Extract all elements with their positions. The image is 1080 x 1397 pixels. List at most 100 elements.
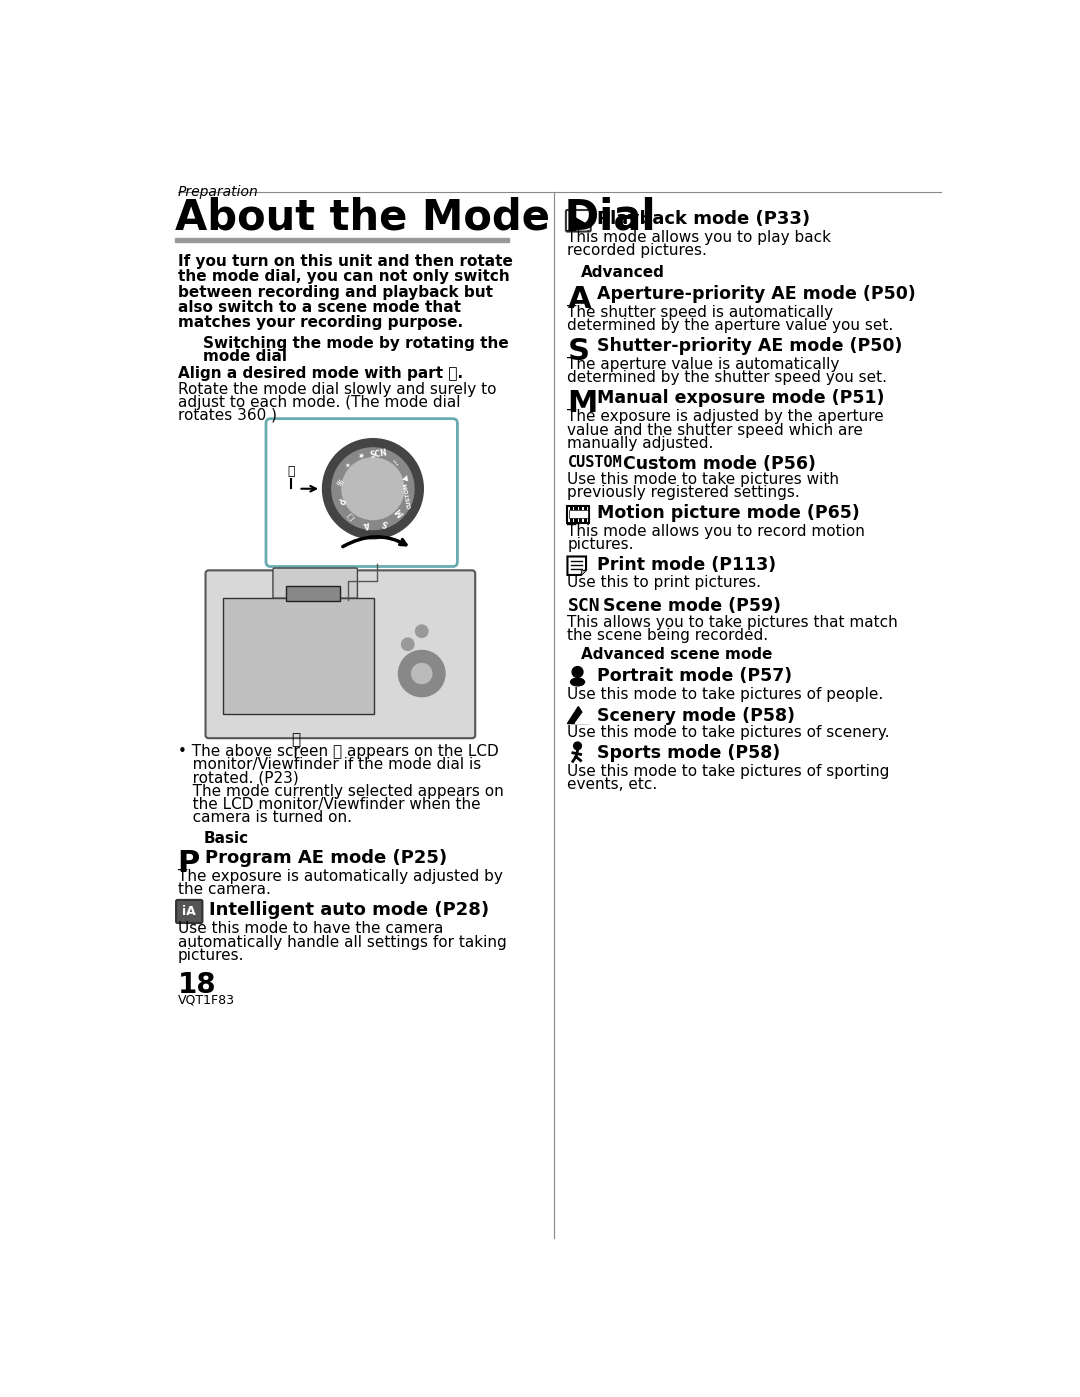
FancyBboxPatch shape <box>266 419 458 567</box>
Text: SCN: SCN <box>369 448 389 460</box>
Circle shape <box>342 458 404 520</box>
Text: automatically handle all settings for taking: automatically handle all settings for ta… <box>177 935 507 950</box>
Text: the camera.: the camera. <box>177 882 270 897</box>
Ellipse shape <box>570 678 584 686</box>
Text: Preparation: Preparation <box>177 184 258 198</box>
Circle shape <box>399 651 445 697</box>
Text: This mode allows you to play back: This mode allows you to play back <box>567 231 832 244</box>
Text: determined by the aperture value you set.: determined by the aperture value you set… <box>567 317 894 332</box>
Text: Use this mode to have the camera: Use this mode to have the camera <box>177 922 443 936</box>
Text: M: M <box>394 506 406 517</box>
Polygon shape <box>581 570 586 576</box>
Circle shape <box>411 664 432 683</box>
Text: Playback mode (P33): Playback mode (P33) <box>597 210 810 228</box>
Text: recorded pictures.: recorded pictures. <box>567 243 707 258</box>
Text: The exposure is automatically adjusted by: The exposure is automatically adjusted b… <box>177 869 502 884</box>
Text: pictures.: pictures. <box>567 538 634 552</box>
Text: Use this mode to take pictures with: Use this mode to take pictures with <box>567 472 839 486</box>
Text: Rotate the mode dial slowly and surely to: Rotate the mode dial slowly and surely t… <box>177 381 496 397</box>
Text: the mode dial, you can not only switch: the mode dial, you can not only switch <box>177 270 510 284</box>
Bar <box>570 506 572 510</box>
Text: also switch to a scene mode that: also switch to a scene mode that <box>177 300 461 316</box>
FancyBboxPatch shape <box>566 210 591 232</box>
Text: 18: 18 <box>177 971 216 999</box>
Circle shape <box>416 624 428 637</box>
Text: pictures.: pictures. <box>177 947 244 963</box>
Text: adjust to each mode. (The mode dial: adjust to each mode. (The mode dial <box>177 395 460 409</box>
Text: SCN: SCN <box>567 597 600 615</box>
Text: monitor/Viewfinder if the mode dial is: monitor/Viewfinder if the mode dial is <box>177 757 481 773</box>
Text: Intelligent auto mode (P28): Intelligent auto mode (P28) <box>210 901 489 919</box>
Bar <box>570 518 572 522</box>
Circle shape <box>573 742 581 750</box>
Text: The exposure is adjusted by the aperture: The exposure is adjusted by the aperture <box>567 409 885 425</box>
Text: The shutter speed is automatically: The shutter speed is automatically <box>567 305 834 320</box>
Text: Advanced scene mode: Advanced scene mode <box>581 647 773 662</box>
Circle shape <box>402 638 414 651</box>
Text: Motion picture mode (P65): Motion picture mode (P65) <box>597 504 860 522</box>
Text: Use this mode to take pictures of scenery.: Use this mode to take pictures of scener… <box>567 725 890 740</box>
Bar <box>575 518 578 522</box>
Bar <box>583 506 586 510</box>
Text: matches your recording purpose.: matches your recording purpose. <box>177 316 462 331</box>
Text: Program AE mode (P25): Program AE mode (P25) <box>205 849 447 868</box>
Text: Scene mode (P59): Scene mode (P59) <box>603 597 781 615</box>
Polygon shape <box>573 217 584 229</box>
Text: Use this mode to take pictures of sporting: Use this mode to take pictures of sporti… <box>567 764 890 780</box>
Text: About the Mode Dial: About the Mode Dial <box>175 197 656 239</box>
Text: VQT1F83: VQT1F83 <box>177 993 234 1007</box>
Text: If you turn on this unit and then rotate: If you turn on this unit and then rotate <box>177 254 513 268</box>
Bar <box>567 506 590 522</box>
Text: mode dial: mode dial <box>203 349 287 365</box>
Text: Sports mode (P58): Sports mode (P58) <box>597 745 780 763</box>
Text: camera is turned on.: camera is turned on. <box>177 810 352 824</box>
Text: ★: ★ <box>356 450 365 461</box>
Text: ※: ※ <box>333 478 342 488</box>
Text: rotated. (P23): rotated. (P23) <box>177 771 298 785</box>
Text: • The above screen Ⓑ appears on the LCD: • The above screen Ⓑ appears on the LCD <box>177 745 498 760</box>
Text: Ⓑ: Ⓑ <box>291 732 300 747</box>
Text: rotates 360 ): rotates 360 ) <box>177 408 276 423</box>
Text: the LCD monitor/Viewfinder when the: the LCD monitor/Viewfinder when the <box>177 796 481 812</box>
Text: This allows you to take pictures that match: This allows you to take pictures that ma… <box>567 615 899 630</box>
Text: A: A <box>363 518 370 528</box>
Text: The aperture value is automatically: The aperture value is automatically <box>567 358 840 372</box>
Text: This mode allows you to record motion: This mode allows you to record motion <box>567 524 865 539</box>
Text: P: P <box>334 496 345 506</box>
Text: S: S <box>567 337 590 366</box>
Text: the scene being recorded.: the scene being recorded. <box>567 629 769 643</box>
Text: Basic: Basic <box>203 831 248 845</box>
Text: previously registered settings.: previously registered settings. <box>567 485 800 500</box>
Text: Align a desired mode with part Ⓐ.: Align a desired mode with part Ⓐ. <box>177 366 462 381</box>
Text: S: S <box>381 517 389 527</box>
Bar <box>583 518 586 522</box>
Text: Aperture-priority AE mode (P50): Aperture-priority AE mode (P50) <box>597 285 916 303</box>
Polygon shape <box>576 712 591 724</box>
Bar <box>575 506 578 510</box>
Text: between recording and playback but: between recording and playback but <box>177 285 492 300</box>
Text: A: A <box>567 285 591 314</box>
Circle shape <box>572 666 583 678</box>
Text: M: M <box>567 390 598 418</box>
Bar <box>569 510 588 518</box>
FancyBboxPatch shape <box>176 900 202 923</box>
Text: The mode currently selected appears on: The mode currently selected appears on <box>177 784 503 799</box>
Text: CUSTOM: CUSTOM <box>403 482 413 509</box>
Circle shape <box>323 439 423 539</box>
Text: Switching the mode by rotating the: Switching the mode by rotating the <box>203 335 509 351</box>
Text: Ⓐ: Ⓐ <box>287 465 295 478</box>
Polygon shape <box>567 707 590 724</box>
Text: ▶: ▶ <box>401 472 411 481</box>
Bar <box>222 598 374 714</box>
Text: □: □ <box>345 510 355 521</box>
Text: Portrait mode (P57): Portrait mode (P57) <box>597 668 792 686</box>
Text: P: P <box>177 849 200 879</box>
FancyBboxPatch shape <box>273 569 357 598</box>
FancyBboxPatch shape <box>205 570 475 738</box>
Text: Advanced: Advanced <box>581 264 665 279</box>
Bar <box>286 585 340 601</box>
Bar <box>579 506 582 510</box>
Text: Shutter-priority AE mode (P50): Shutter-priority AE mode (P50) <box>597 337 902 355</box>
Text: Use this to print pictures.: Use this to print pictures. <box>567 576 761 590</box>
Circle shape <box>332 448 414 529</box>
